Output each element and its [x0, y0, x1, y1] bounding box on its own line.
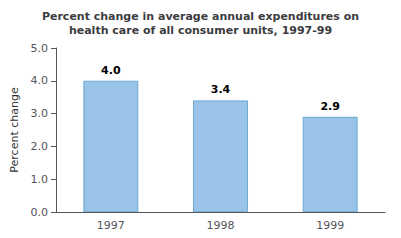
svg-text:health care of all consumer un: health care of all consumer units, 1997-…	[69, 24, 332, 37]
svg-text:5.0: 5.0	[31, 42, 49, 55]
svg-text:1999: 1999	[316, 219, 344, 232]
svg-text:1997: 1997	[97, 219, 125, 232]
svg-text:4.0: 4.0	[31, 74, 49, 87]
svg-text:4.0: 4.0	[101, 64, 121, 77]
svg-text:3.0: 3.0	[31, 107, 49, 120]
svg-text:2.0: 2.0	[31, 140, 49, 153]
svg-text:2.9: 2.9	[320, 100, 340, 113]
svg-text:Percent change: Percent change	[8, 87, 21, 173]
svg-text:0.0: 0.0	[31, 206, 49, 219]
svg-text:1998: 1998	[207, 219, 235, 232]
svg-text:3.4: 3.4	[211, 83, 231, 96]
svg-text:1.0: 1.0	[31, 173, 49, 186]
svg-text:Percent change in average annu: Percent change in average annual expendi…	[42, 10, 359, 23]
